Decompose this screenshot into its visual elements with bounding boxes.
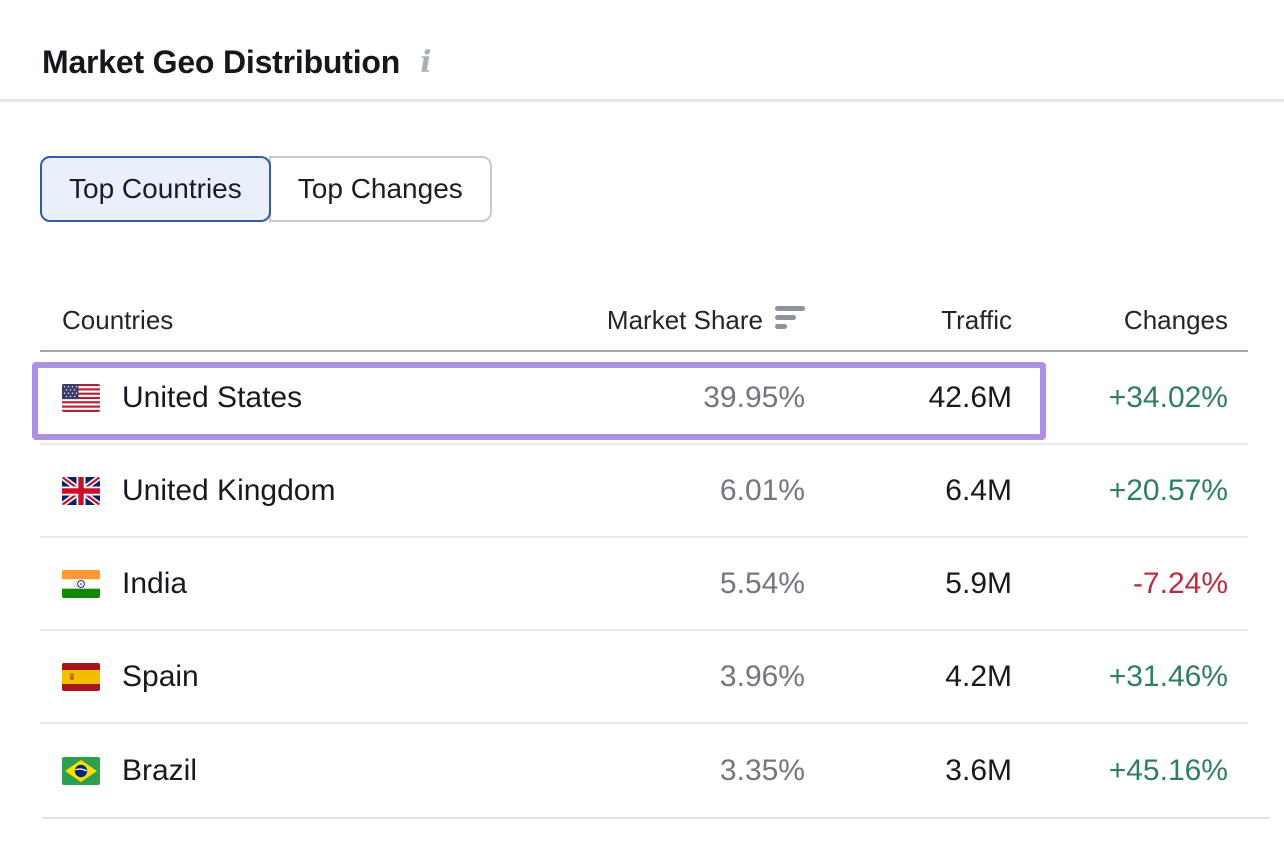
market-share-value: 3.96% (719, 659, 805, 693)
country-cell: United States (40, 381, 585, 415)
country-name: United States (122, 380, 303, 414)
country-name: United Kingdom (122, 473, 336, 507)
country-name: India (122, 566, 188, 600)
column-header-traffic[interactable]: Traffic (941, 304, 1012, 335)
table-row-united-states[interactable]: United States 39.95% 42.6M +34.02% (32, 352, 1248, 445)
countries-table: Countries Market Share Traffic Changes (32, 290, 1270, 819)
traffic-value: 4.2M (945, 659, 1012, 693)
traffic-value: 5.9M (945, 566, 1012, 600)
india-flag-icon (62, 569, 100, 598)
spain-flag-icon (62, 662, 100, 691)
column-header-market-share[interactable]: Market Share (585, 303, 825, 337)
country-name: Brazil (122, 753, 198, 787)
widget-header: Market Geo Distribution i (0, 0, 1284, 99)
traffic-value: 6.4M (945, 473, 1012, 507)
table-row-united-kingdom[interactable]: United Kingdom 6.01% 6.4M +20.57% (40, 445, 1248, 538)
column-header-changes[interactable]: Changes (1123, 304, 1228, 335)
column-header-countries[interactable]: Countries (62, 304, 174, 335)
sort-descending-icon (775, 306, 805, 337)
change-value: -7.24% (1132, 566, 1228, 600)
us-flag-icon (62, 383, 100, 412)
uk-flag-icon (62, 476, 100, 505)
country-cell: India (40, 567, 585, 601)
country-cell: Spain (40, 660, 585, 694)
traffic-value: 42.6M (928, 380, 1012, 414)
country-name: Spain (122, 659, 199, 693)
table-bottom-divider (42, 817, 1270, 819)
change-value: +31.46% (1108, 659, 1228, 693)
table-row-spain[interactable]: Spain 3.96% 4.2M +31.46% (40, 631, 1248, 724)
market-geo-distribution-widget: Market Geo Distribution i Top Countries … (0, 0, 1284, 819)
country-cell: United Kingdom (40, 474, 585, 508)
market-share-value: 5.54% (719, 566, 805, 600)
tab-group: Top Countries Top Changes (40, 156, 1248, 222)
brazil-flag-icon (62, 756, 100, 785)
market-share-value: 39.95% (703, 380, 805, 414)
widget-content: Top Countries Top Changes Countries Mark… (0, 156, 1284, 819)
table-header-row: Countries Market Share Traffic Changes (40, 290, 1248, 352)
market-share-value: 6.01% (719, 473, 805, 507)
change-value: +34.02% (1108, 380, 1228, 414)
column-header-market-share-label: Market Share (606, 304, 763, 335)
change-value: +45.16% (1108, 753, 1228, 787)
country-cell: Brazil (40, 754, 585, 788)
market-share-value: 3.35% (719, 753, 805, 787)
tab-top-countries[interactable]: Top Countries (40, 156, 271, 222)
page-title: Market Geo Distribution (42, 43, 401, 80)
tab-top-changes[interactable]: Top Changes (268, 156, 492, 222)
table-row-brazil[interactable]: Brazil 3.35% 3.6M +45.16% (40, 724, 1248, 817)
table-row-india[interactable]: India 5.54% 5.9M -7.24% (40, 538, 1248, 631)
header-divider (0, 99, 1284, 102)
info-icon[interactable]: i (420, 44, 432, 80)
traffic-value: 3.6M (945, 753, 1012, 787)
change-value: +20.57% (1108, 473, 1228, 507)
